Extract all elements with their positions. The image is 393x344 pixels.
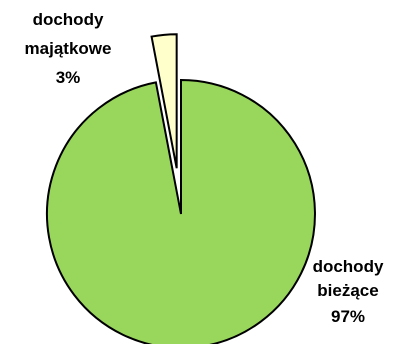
pie-slice-majatkowe <box>150 33 178 169</box>
slice-label-majatkowe-value: 3% <box>56 68 81 87</box>
pie-slice-biezace <box>46 78 316 344</box>
slice-label-biezace: dochody bieżące 97% <box>313 257 384 326</box>
slice-label-biezace-value: 97% <box>331 307 365 326</box>
slice-label-biezace-line-2: bieżące <box>317 281 378 300</box>
slice-label-majatkowe: dochody majątkowe 3% <box>25 10 112 87</box>
slice-label-majatkowe-line-2: majątkowe <box>25 39 112 58</box>
slice-label-biezace-line-1: dochody <box>313 257 384 276</box>
slice-label-majatkowe-line-1: dochody <box>33 10 104 29</box>
pie-slices <box>46 33 316 344</box>
